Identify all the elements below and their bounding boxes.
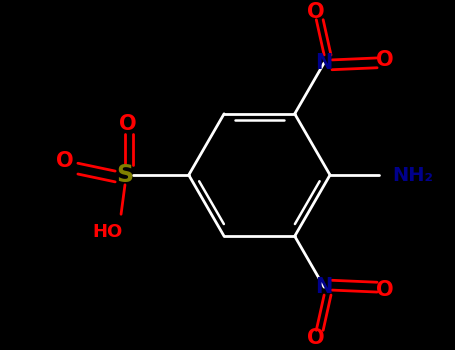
Text: N: N	[315, 277, 333, 297]
Text: O: O	[56, 151, 74, 171]
Text: HO: HO	[92, 223, 122, 241]
Text: N: N	[315, 53, 333, 73]
Text: O: O	[376, 50, 394, 70]
Text: O: O	[308, 2, 325, 22]
Text: S: S	[116, 163, 133, 187]
Text: O: O	[376, 280, 394, 300]
Text: O: O	[308, 328, 325, 348]
Text: NH₂: NH₂	[392, 166, 433, 184]
Text: O: O	[119, 114, 137, 134]
